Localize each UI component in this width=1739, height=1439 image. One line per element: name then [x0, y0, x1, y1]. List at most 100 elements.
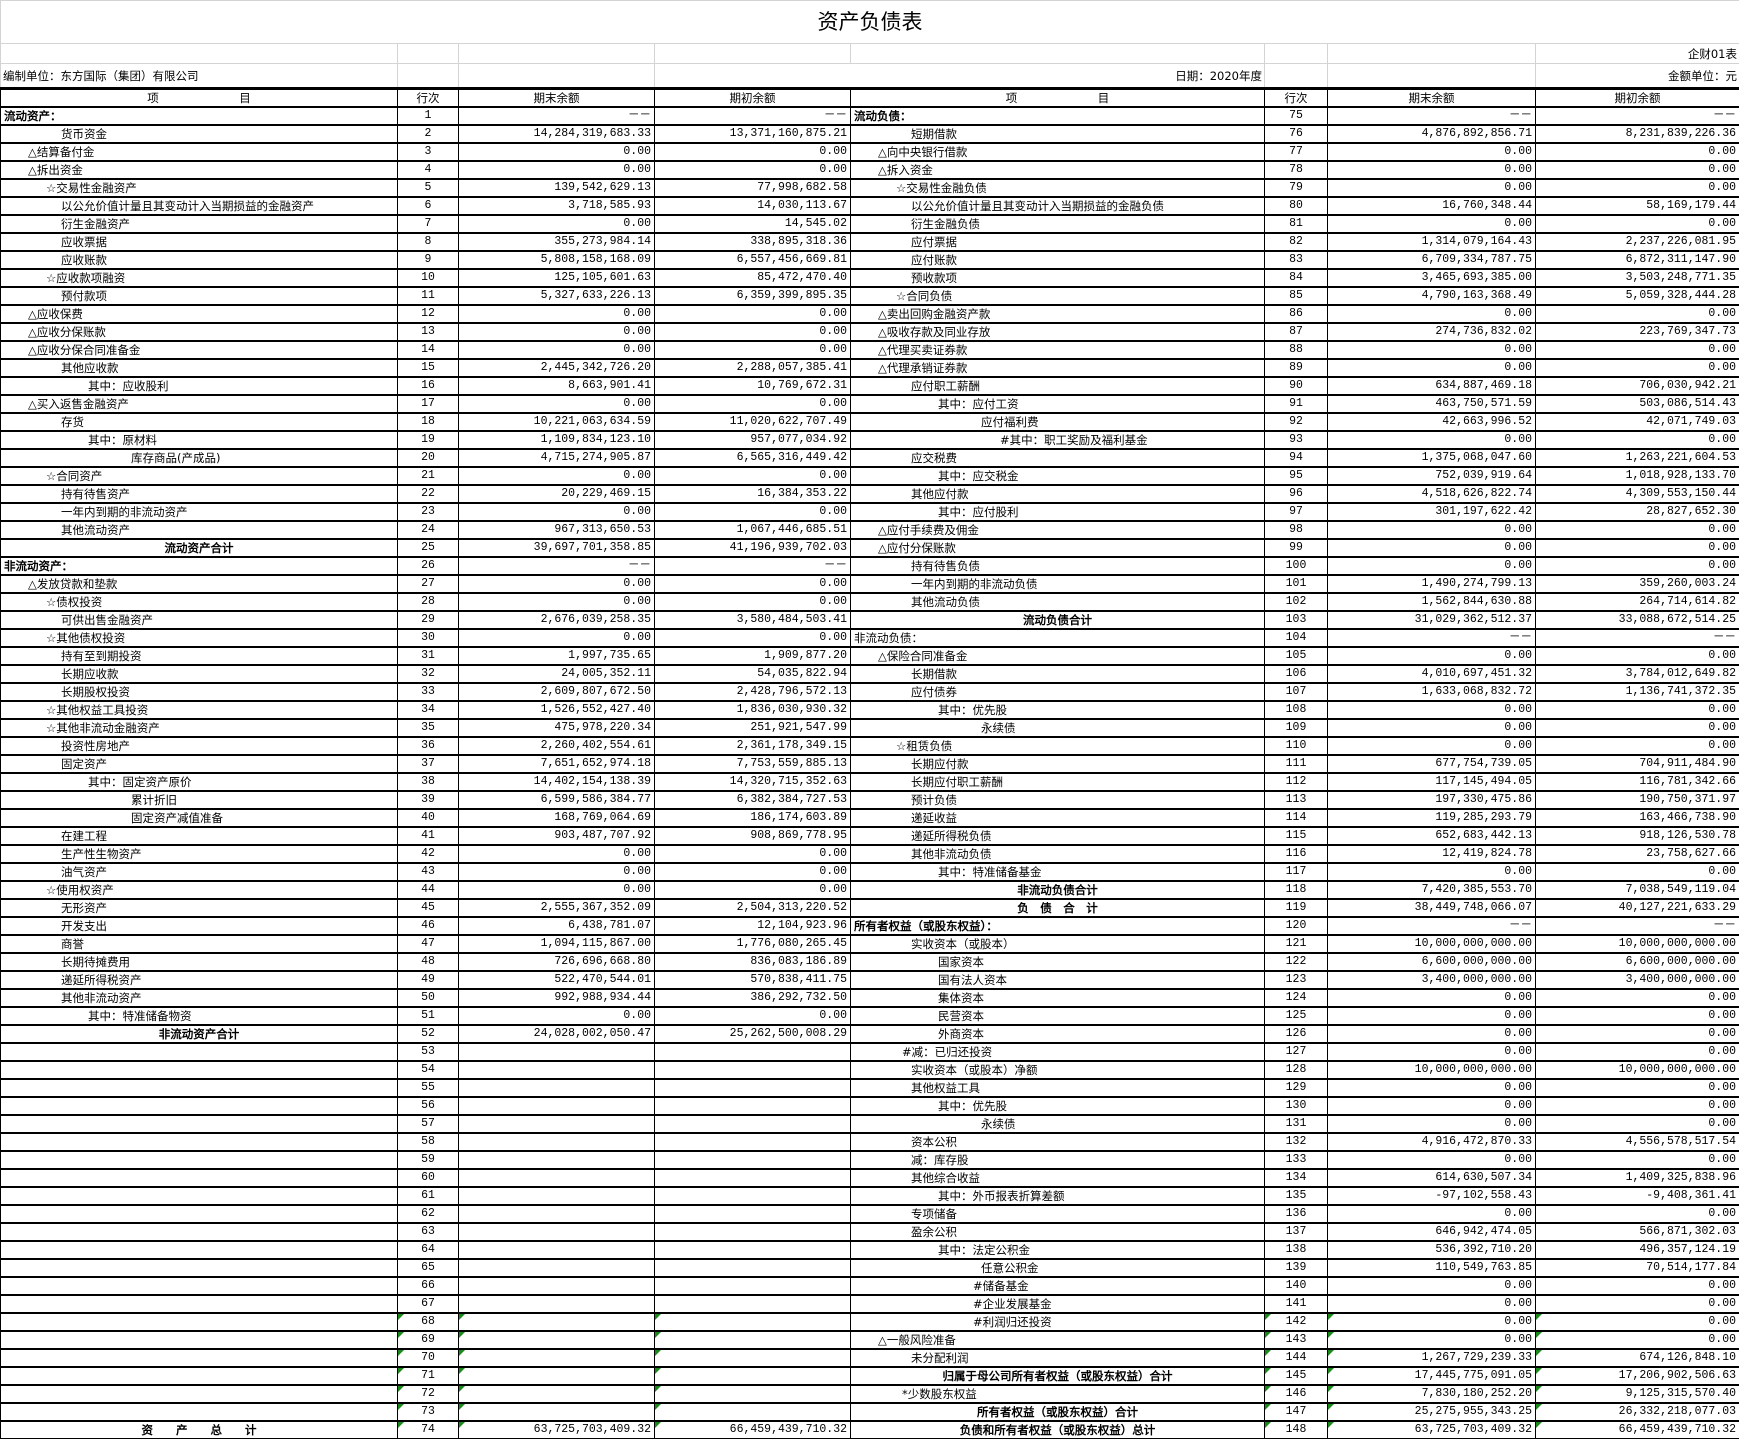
right-line-number[interactable]: 130 [1265, 1097, 1328, 1115]
right-item-label[interactable]: △代理承销证券款 [851, 359, 1265, 377]
right-line-number[interactable]: 122 [1265, 953, 1328, 971]
left-begin-balance[interactable] [655, 1097, 851, 1115]
right-item-label[interactable]: 永续债 [851, 1115, 1265, 1133]
right-line-number[interactable]: 101 [1265, 575, 1328, 593]
left-end-balance[interactable]: 475,978,220.34 [459, 719, 655, 737]
right-end-balance[interactable]: 0.00 [1328, 431, 1536, 449]
left-end-balance[interactable]: 0.00 [459, 503, 655, 521]
right-item-label[interactable]: #利润归还投资 [851, 1313, 1265, 1331]
left-line-number[interactable]: 73 [398, 1403, 459, 1421]
left-line-number[interactable]: 16 [398, 377, 459, 395]
left-begin-balance[interactable]: 10,769,672.31 [655, 377, 851, 395]
left-begin-balance[interactable]: －－ [655, 557, 851, 575]
left-end-balance[interactable] [459, 1151, 655, 1169]
left-item-label[interactable]: 生产性生物资产 [1, 845, 398, 863]
right-line-number[interactable]: 83 [1265, 251, 1328, 269]
right-end-balance[interactable]: 0.00 [1328, 341, 1536, 359]
right-line-number[interactable]: 86 [1265, 305, 1328, 323]
right-line-number[interactable]: 115 [1265, 827, 1328, 845]
right-end-balance[interactable]: 536,392,710.20 [1328, 1241, 1536, 1259]
right-begin-balance[interactable]: 6,600,000,000.00 [1536, 953, 1739, 971]
right-begin-balance[interactable]: 1,018,928,133.70 [1536, 467, 1739, 485]
left-begin-balance[interactable]: 16,384,353.22 [655, 485, 851, 503]
right-begin-balance[interactable]: 33,088,672,514.25 [1536, 611, 1739, 629]
right-item-label[interactable]: 未分配利润 [851, 1349, 1265, 1367]
right-line-number[interactable]: 96 [1265, 485, 1328, 503]
left-line-number[interactable]: 57 [398, 1115, 459, 1133]
right-line-number[interactable]: 148 [1265, 1421, 1328, 1439]
right-end-balance[interactable]: 6,709,334,787.75 [1328, 251, 1536, 269]
right-line-number[interactable]: 143 [1265, 1331, 1328, 1349]
right-end-balance[interactable]: 301,197,622.42 [1328, 503, 1536, 521]
left-begin-balance[interactable] [655, 1043, 851, 1061]
right-begin-balance[interactable]: 0.00 [1536, 179, 1739, 197]
left-begin-balance[interactable]: 1,776,080,265.45 [655, 935, 851, 953]
right-item-label[interactable]: 应付债券 [851, 683, 1265, 701]
right-begin-balance[interactable]: 0.00 [1536, 1025, 1739, 1043]
left-begin-balance[interactable]: 0.00 [655, 341, 851, 359]
right-begin-balance[interactable]: 190,750,371.97 [1536, 791, 1739, 809]
right-begin-balance[interactable]: 0.00 [1536, 1295, 1739, 1313]
right-end-balance[interactable]: －－ [1328, 629, 1536, 647]
left-item-label[interactable]: ☆应收款项融资 [1, 269, 398, 287]
right-end-balance[interactable]: 197,330,475.86 [1328, 791, 1536, 809]
right-begin-balance[interactable]: 0.00 [1536, 719, 1739, 737]
left-begin-balance[interactable]: 570,838,411.75 [655, 971, 851, 989]
right-end-balance[interactable]: 0.00 [1328, 557, 1536, 575]
left-item-label[interactable] [1, 1205, 398, 1223]
right-item-label[interactable]: 任意公积金 [851, 1259, 1265, 1277]
left-end-balance[interactable]: 4,715,274,905.87 [459, 449, 655, 467]
left-begin-balance[interactable] [655, 1367, 851, 1385]
left-begin-balance[interactable]: 1,836,030,930.32 [655, 701, 851, 719]
left-line-number[interactable]: 53 [398, 1043, 459, 1061]
left-line-number[interactable]: 10 [398, 269, 459, 287]
right-begin-balance[interactable]: －－ [1536, 107, 1739, 125]
left-line-number[interactable]: 13 [398, 323, 459, 341]
left-item-label[interactable]: 流动资产合计 [1, 539, 398, 557]
right-item-label[interactable]: 国家资本 [851, 953, 1265, 971]
left-line-number[interactable]: 54 [398, 1061, 459, 1079]
right-line-number[interactable]: 109 [1265, 719, 1328, 737]
right-begin-balance[interactable]: 1,409,325,838.96 [1536, 1169, 1739, 1187]
right-end-balance[interactable]: 614,630,507.34 [1328, 1169, 1536, 1187]
right-item-label[interactable]: 其他综合收益 [851, 1169, 1265, 1187]
right-begin-balance[interactable]: 7,038,549,119.04 [1536, 881, 1739, 899]
right-end-balance[interactable]: 63,725,703,409.32 [1328, 1421, 1536, 1439]
right-begin-balance[interactable]: 0.00 [1536, 557, 1739, 575]
left-line-number[interactable]: 36 [398, 737, 459, 755]
left-end-balance[interactable]: 139,542,629.13 [459, 179, 655, 197]
right-item-label[interactable]: 预收款项 [851, 269, 1265, 287]
left-end-balance[interactable]: 0.00 [459, 467, 655, 485]
right-item-label[interactable]: 应付福利费 [851, 413, 1265, 431]
right-item-label[interactable]: 实收资本（或股本）净额 [851, 1061, 1265, 1079]
left-begin-balance[interactable]: 251,921,547.99 [655, 719, 851, 737]
right-end-balance[interactable]: 10,000,000,000.00 [1328, 1061, 1536, 1079]
left-begin-balance[interactable]: 0.00 [655, 1007, 851, 1025]
left-line-number[interactable]: 22 [398, 485, 459, 503]
right-begin-balance[interactable]: 70,514,177.84 [1536, 1259, 1739, 1277]
left-end-balance[interactable] [459, 1367, 655, 1385]
right-line-number[interactable]: 85 [1265, 287, 1328, 305]
right-begin-balance[interactable]: 264,714,614.82 [1536, 593, 1739, 611]
right-item-label[interactable]: 非流动负债： [851, 629, 1265, 647]
right-end-balance[interactable]: 1,562,844,630.88 [1328, 593, 1536, 611]
left-line-number[interactable]: 48 [398, 953, 459, 971]
left-item-label[interactable]: △买入返售金融资产 [1, 395, 398, 413]
right-item-label[interactable]: 其他流动负债 [851, 593, 1265, 611]
left-end-balance[interactable]: 24,028,002,050.47 [459, 1025, 655, 1043]
right-begin-balance[interactable]: 0.00 [1536, 1205, 1739, 1223]
right-item-label[interactable]: 其中：应付股利 [851, 503, 1265, 521]
right-end-balance[interactable]: 0.00 [1328, 737, 1536, 755]
right-line-number[interactable]: 146 [1265, 1385, 1328, 1403]
right-end-balance[interactable]: 0.00 [1328, 1331, 1536, 1349]
left-begin-balance[interactable] [655, 1313, 851, 1331]
right-item-label[interactable]: 归属于母公司所有者权益（或股东权益）合计 [851, 1367, 1265, 1385]
left-end-balance[interactable]: 992,988,934.44 [459, 989, 655, 1007]
left-end-balance[interactable]: 14,402,154,138.39 [459, 773, 655, 791]
left-item-label[interactable]: ☆其他权益工具投资 [1, 701, 398, 719]
right-line-number[interactable]: 75 [1265, 107, 1328, 125]
left-line-number[interactable]: 37 [398, 755, 459, 773]
left-line-number[interactable]: 27 [398, 575, 459, 593]
left-item-label[interactable]: 库存商品(产成品) [1, 449, 398, 467]
left-item-label[interactable]: 其中：应收股利 [1, 377, 398, 395]
